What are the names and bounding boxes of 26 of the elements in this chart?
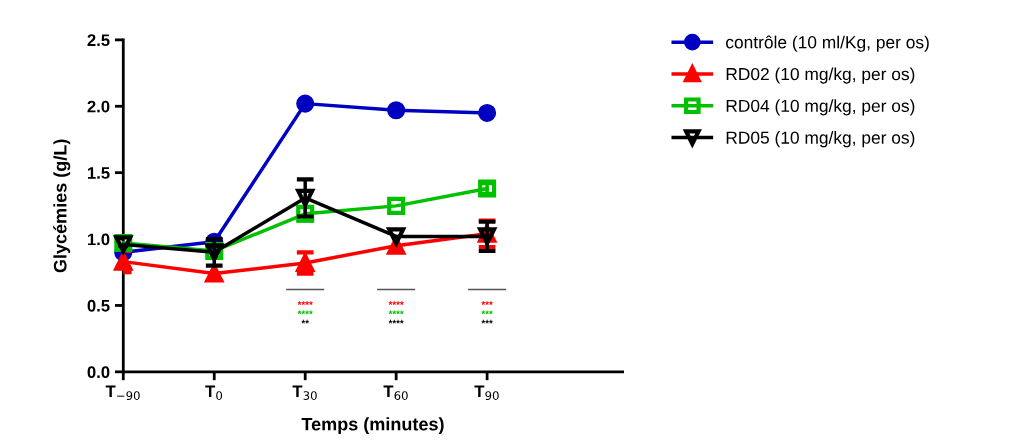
x-axis-title: Temps (minutes) xyxy=(301,417,444,435)
x-tick-label: T$_{30}$ xyxy=(292,385,317,400)
x-tick-label: T$_{−90}$ xyxy=(105,385,140,400)
annotation: **** xyxy=(388,310,404,315)
legend-label: RD05 (10 mg/kg, per os) xyxy=(726,131,915,148)
annotation: ** xyxy=(301,319,309,324)
legend-label: contrôle (10 ml/Kg, per os) xyxy=(726,35,929,52)
y-tick-label: 1.0 xyxy=(87,233,110,246)
y-tick-label: 0.5 xyxy=(87,299,110,312)
y-tick-label: 2.5 xyxy=(87,34,110,47)
y-tick-label: 1.5 xyxy=(87,167,110,179)
legend-label: RD02 (10 mg/kg, per os) xyxy=(726,67,915,84)
legend-label: RD04 (10 mg/kg, per os) xyxy=(726,99,915,116)
x-tick-label: T$_{90}$ xyxy=(474,385,499,400)
x-tick-label: T$_{0}$ xyxy=(205,385,223,400)
annotation: **** xyxy=(388,301,404,305)
annotation: *** xyxy=(481,301,493,305)
y-tick-label: 2.0 xyxy=(87,100,110,113)
annotation: **** xyxy=(388,319,404,324)
y-tick-label: 0.0 xyxy=(87,366,110,379)
annotation: **** xyxy=(297,301,313,305)
annotation: *** xyxy=(481,310,493,315)
annotation: **** xyxy=(297,310,313,315)
y-axis-title: Glycémies (g/L) xyxy=(53,139,71,273)
x-tick-label: T$_{60}$ xyxy=(383,385,408,400)
annotation: *** xyxy=(481,319,493,324)
